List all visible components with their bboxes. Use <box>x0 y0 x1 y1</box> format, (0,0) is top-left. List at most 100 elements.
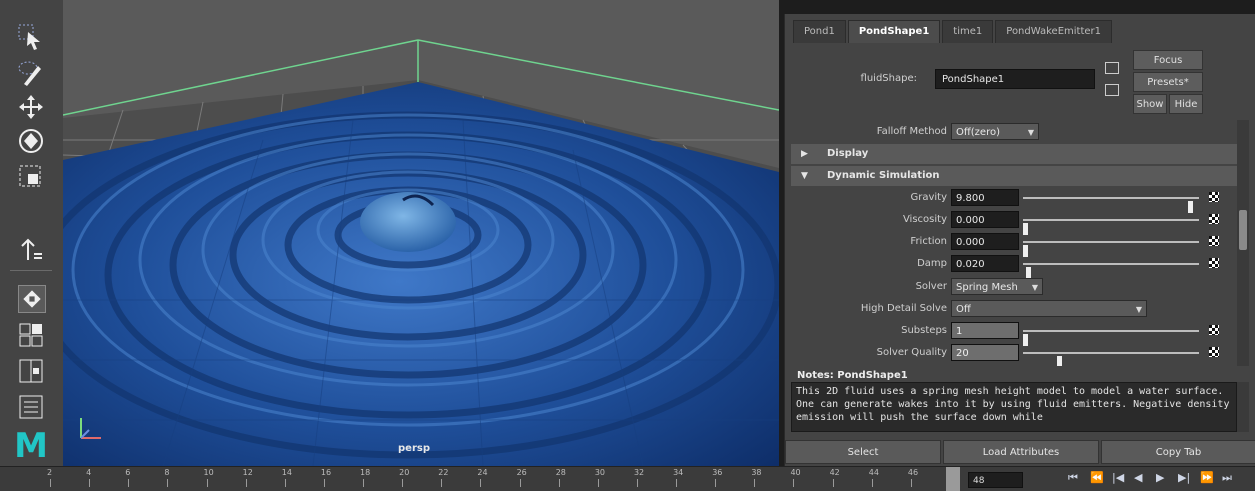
soft-select-icon[interactable] <box>14 232 48 266</box>
current-frame-marker[interactable] <box>946 467 960 491</box>
viscosity-slider[interactable] <box>1023 219 1199 235</box>
substeps-slider[interactable] <box>1023 330 1199 346</box>
go-to-end-icon[interactable]: ⏭ <box>1222 471 1232 484</box>
map-icon[interactable] <box>1209 236 1219 246</box>
load-attributes-button[interactable]: Load Attributes <box>943 440 1099 464</box>
tick-label: 4 <box>86 468 92 477</box>
rotate-icon[interactable] <box>14 124 48 158</box>
layout-icon[interactable] <box>14 318 48 352</box>
solver-quality-field[interactable]: 20 <box>951 344 1019 361</box>
falloff-dropdown[interactable]: Off(zero) ▼ <box>951 123 1039 140</box>
attributes-scroll-thumb[interactable] <box>1239 210 1247 250</box>
map-icon[interactable] <box>1209 258 1219 268</box>
damp-field[interactable]: 0.020 <box>951 255 1019 272</box>
tick-label: 28 <box>555 468 566 477</box>
map-icon[interactable] <box>1209 347 1219 357</box>
substeps-row: Substeps 1 <box>791 321 1237 346</box>
tab-time1[interactable]: time1 <box>942 20 994 43</box>
split-icon[interactable] <box>14 354 48 388</box>
solver-quality-slider[interactable] <box>1023 352 1199 366</box>
high-detail-dropdown[interactable]: Off ▼ <box>951 300 1147 317</box>
move-icon[interactable] <box>14 90 48 124</box>
time-slider[interactable]: 2 4 6 8 10 12 14 16 18 20 22 24 26 28 30 32 34 36 38 40 42 44… <box>0 466 1255 491</box>
attribute-editor: Pond1 PondShape1 time1 PondWakeEmitter1 … <box>784 14 1255 466</box>
substeps-field[interactable]: 1 <box>951 322 1019 339</box>
friction-row: Friction 0.000 <box>791 232 1237 257</box>
tick-mark <box>441 479 443 487</box>
tick-label: 24 <box>477 468 488 477</box>
friction-slider[interactable] <box>1023 241 1199 257</box>
tab-pondwakeemitter1[interactable]: PondWakeEmitter1 <box>995 20 1113 43</box>
tab-pondshape1[interactable]: PondShape1 <box>847 20 941 43</box>
notes-scrollbar[interactable] <box>1237 382 1249 432</box>
play-forward-icon[interactable]: ▶ <box>1156 471 1165 484</box>
damp-slider-handle[interactable] <box>1026 267 1032 279</box>
step-back-key-icon[interactable]: ⏪ <box>1090 471 1104 484</box>
map-icon[interactable] <box>1209 214 1219 224</box>
tick-mark <box>636 479 638 487</box>
tick-label: 32 <box>633 468 645 477</box>
play-backward-icon[interactable]: ◀ <box>1134 471 1143 484</box>
solver-dropdown[interactable]: Spring Mesh ▼ <box>951 278 1043 295</box>
step-forward-key-icon[interactable]: ⏩ <box>1200 471 1214 484</box>
tab-pond1[interactable]: Pond1 <box>793 20 846 43</box>
scale-icon[interactable] <box>14 160 48 194</box>
attributes-scrollbar[interactable] <box>1237 120 1249 366</box>
output-connection-icon[interactable] <box>1105 84 1119 96</box>
map-icon[interactable] <box>1209 192 1219 202</box>
tick-mark <box>363 479 365 487</box>
gravity-field[interactable]: 9.800 <box>951 189 1019 206</box>
current-frame-field[interactable]: 48 <box>968 472 1023 488</box>
high-detail-label: High Detail Solve <box>860 303 947 314</box>
tick-mark <box>50 479 51 487</box>
tick-label: 38 <box>751 468 762 477</box>
copy-tab-button[interactable]: Copy Tab <box>1101 440 1255 464</box>
tick-label: 18 <box>360 468 371 477</box>
gravity-slider[interactable] <box>1023 197 1199 213</box>
select-button[interactable]: Select <box>785 440 941 464</box>
friction-field[interactable]: 0.000 <box>951 233 1019 250</box>
input-connection-icon[interactable] <box>1105 62 1119 74</box>
section-display[interactable]: ▶ Display <box>791 144 1237 164</box>
tick-label: 36 <box>712 468 723 477</box>
friction-label: Friction <box>910 236 947 247</box>
lasso-icon[interactable] <box>14 56 48 90</box>
select-icon[interactable] <box>14 20 48 54</box>
tick-label: 12 <box>242 468 253 477</box>
hide-button[interactable]: Hide <box>1169 94 1203 114</box>
tick-mark <box>910 479 912 487</box>
outliner-icon[interactable] <box>14 390 48 424</box>
viscosity-field[interactable]: 0.000 <box>951 211 1019 228</box>
camera-label: persp <box>398 443 430 454</box>
section-dynamic-simulation[interactable]: ▼ Dynamic Simulation <box>791 166 1237 186</box>
toolbox: M <box>0 0 64 466</box>
snap-icon[interactable] <box>18 285 46 313</box>
notes-textarea[interactable]: This 2D fluid uses a spring mesh height … <box>791 382 1237 432</box>
tick-label: 20 <box>399 468 410 477</box>
solver-quality-slider-handle[interactable] <box>1057 356 1062 366</box>
falloff-label: Falloff Method <box>876 126 947 137</box>
viscosity-slider-handle[interactable] <box>1023 223 1028 235</box>
high-detail-value: Off <box>956 304 971 315</box>
damp-slider[interactable] <box>1023 263 1199 279</box>
focus-button[interactable]: Focus <box>1133 50 1203 70</box>
fluid-shape-field[interactable]: PondShape1 <box>935 69 1095 89</box>
go-to-start-icon[interactable]: ⏮ <box>1068 471 1078 484</box>
tick-mark <box>558 479 560 487</box>
step-forward-frame-icon[interactable]: ▶| <box>1178 471 1191 484</box>
tick-label: 44 <box>868 468 879 477</box>
time-ruler[interactable]: 2 4 6 8 10 12 14 16 18 20 22 24 26 28 30 32 34 36 38 40 42 44… <box>30 467 940 491</box>
presets-button[interactable]: Presets* <box>1133 72 1203 92</box>
map-icon[interactable] <box>1209 325 1219 335</box>
substeps-slider-handle[interactable] <box>1023 334 1028 346</box>
tick-mark <box>284 479 286 487</box>
friction-slider-handle[interactable] <box>1023 245 1028 257</box>
toolbox-divider <box>10 270 52 271</box>
tick-label: 46 <box>907 468 919 477</box>
step-back-frame-icon[interactable]: |◀ <box>1112 471 1125 484</box>
show-button[interactable]: Show <box>1133 94 1167 114</box>
gravity-slider-handle[interactable] <box>1187 201 1193 213</box>
viewport-persp[interactable]: persp <box>63 0 779 466</box>
tick-mark <box>715 479 717 487</box>
tick-label: 42 <box>829 468 840 477</box>
